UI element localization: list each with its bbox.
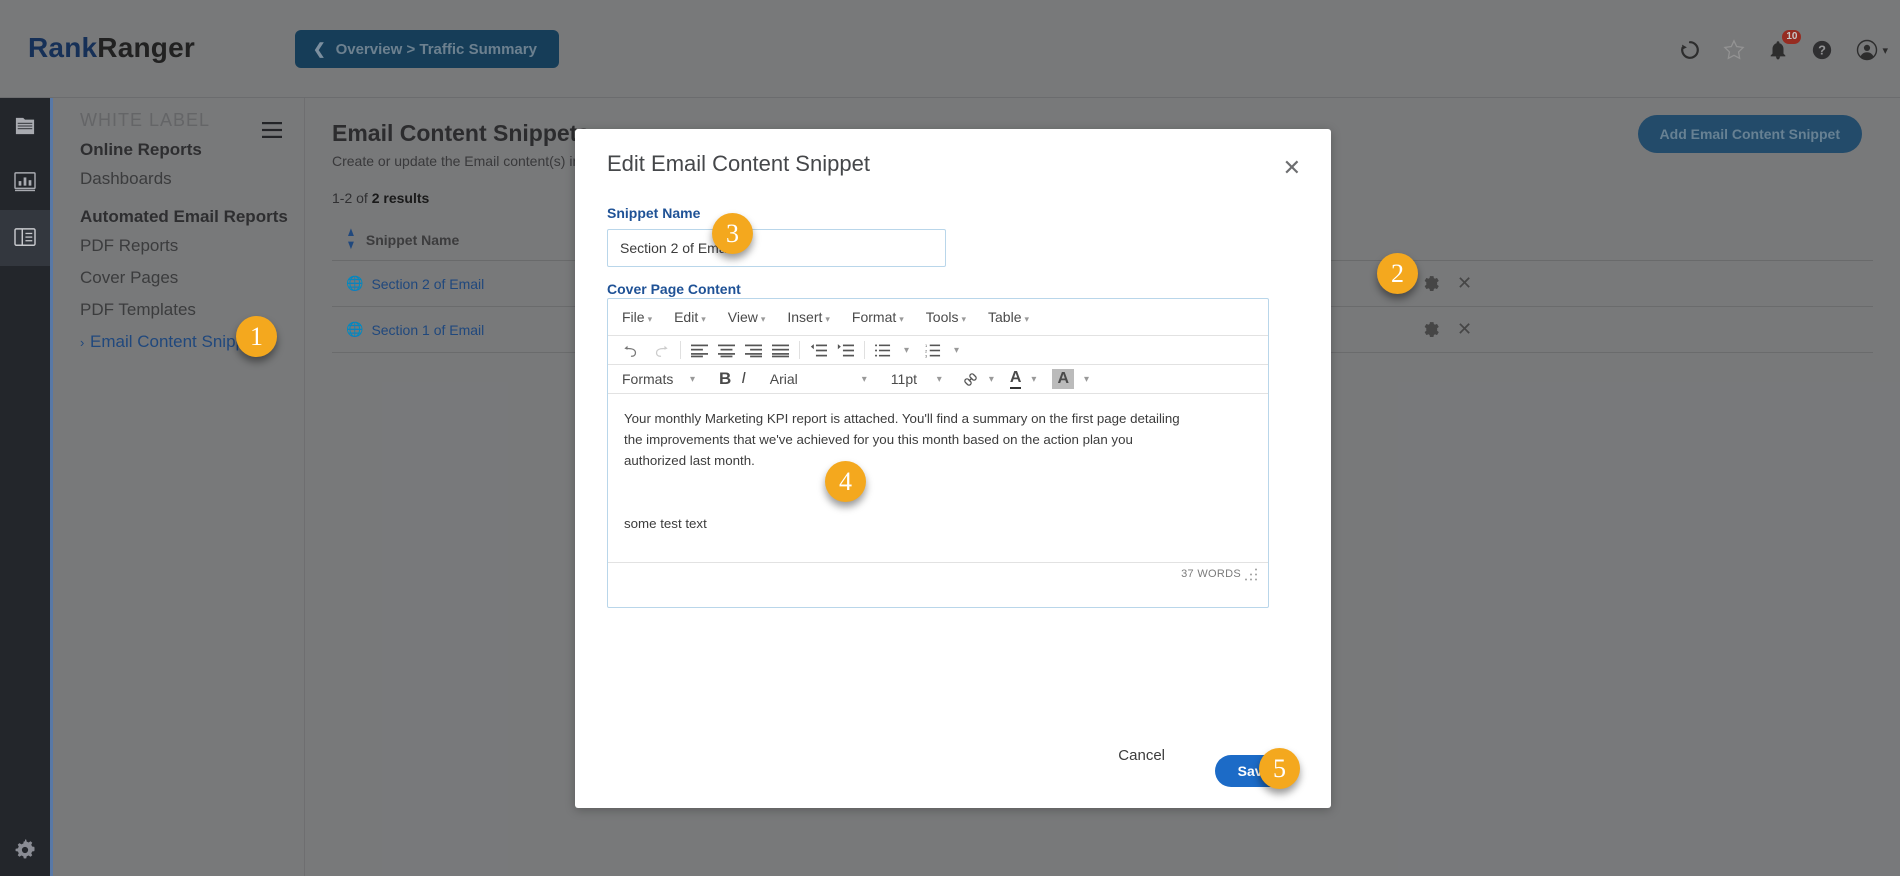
svg-text:1: 1	[925, 343, 927, 348]
svg-text:2: 2	[925, 348, 927, 353]
svg-text:3: 3	[925, 353, 928, 358]
